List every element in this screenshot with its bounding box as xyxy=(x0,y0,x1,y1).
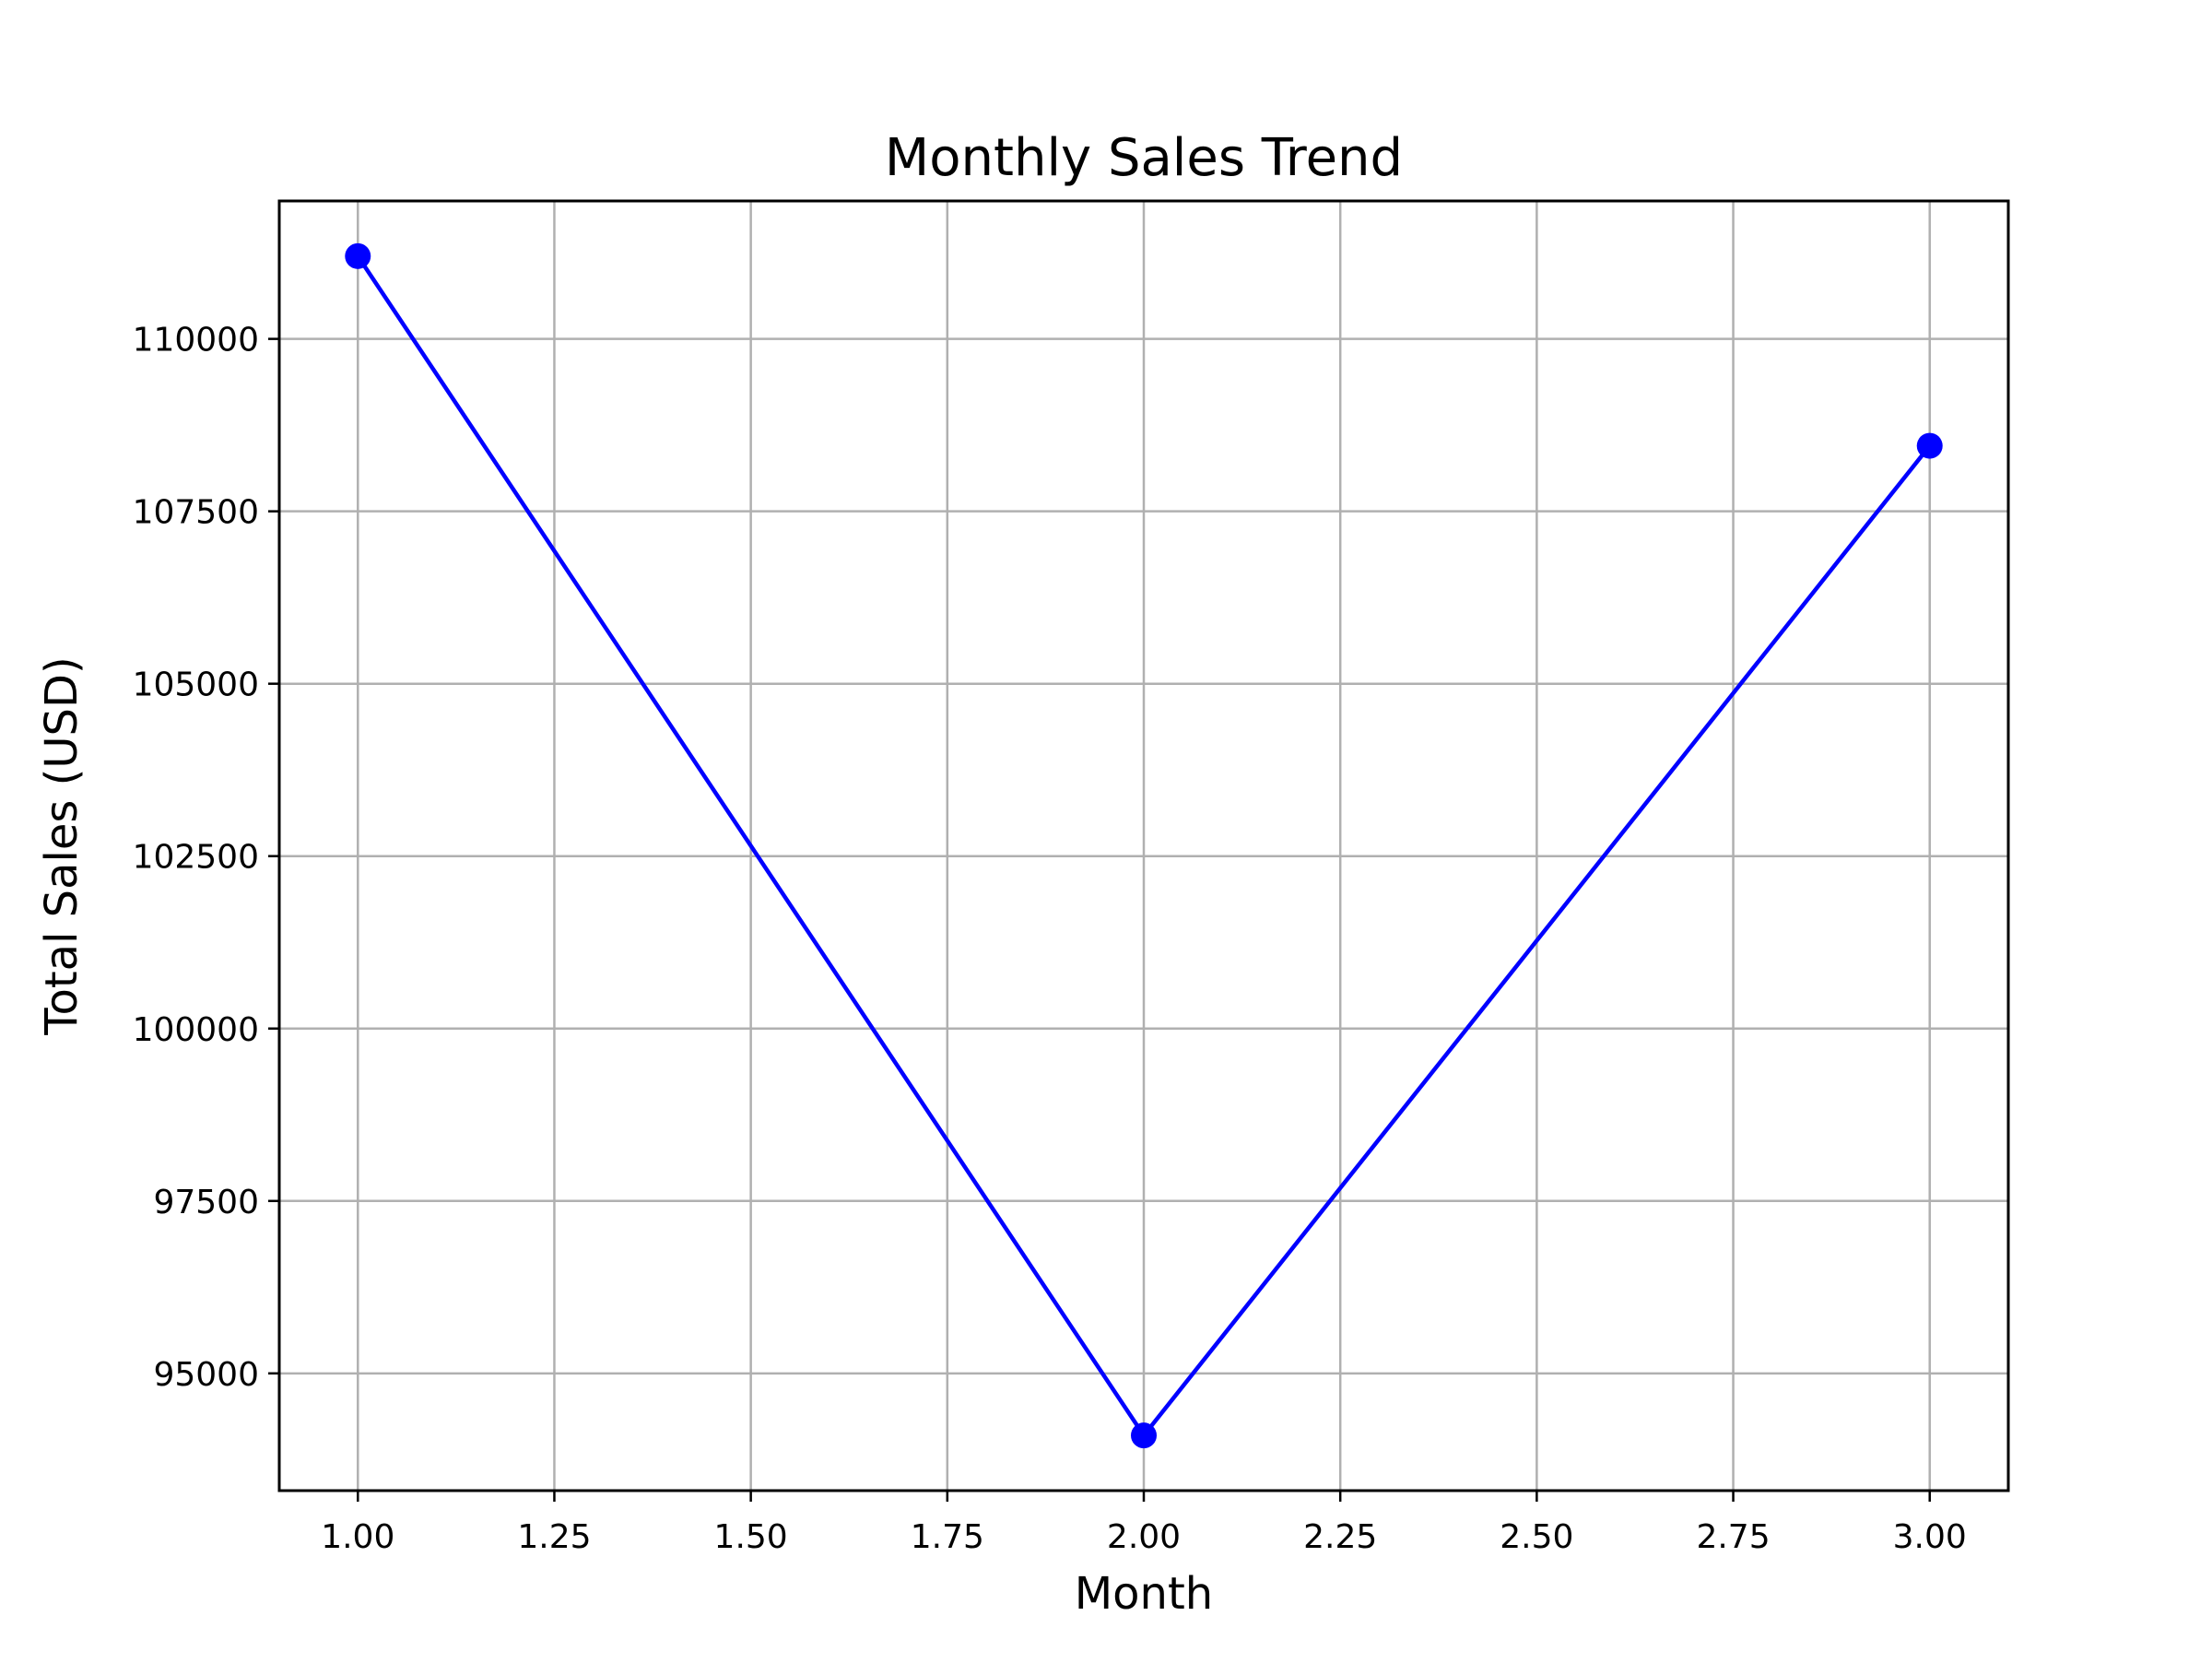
x-tick-label: 2.50 xyxy=(1500,1518,1573,1556)
y-axis-title: Total Sales (USD) xyxy=(36,656,88,1035)
x-tick-label: 1.25 xyxy=(517,1518,591,1556)
x-tick-label: 2.75 xyxy=(1696,1518,1770,1556)
x-tick-label: 2.00 xyxy=(1107,1518,1181,1556)
x-tick-label: 1.00 xyxy=(321,1518,394,1556)
x-tick-label: 3.00 xyxy=(1893,1518,1967,1556)
y-tick-label: 110000 xyxy=(133,322,259,360)
y-tick-label: 107500 xyxy=(133,494,259,532)
y-tick-label: 105000 xyxy=(133,666,259,704)
data-point-marker xyxy=(1916,432,1943,459)
y-tick-label: 100000 xyxy=(133,1011,259,1049)
y-tick-label: 102500 xyxy=(133,839,259,877)
y-tick-label: 95000 xyxy=(153,1356,259,1394)
axis-ticks: 1.00 1.25 1.50 1.75 2.00 2.25 2.50 2.75 3.00 9500… xyxy=(133,322,1967,1556)
data-point-marker xyxy=(345,242,371,269)
data-point-marker xyxy=(1131,1422,1157,1449)
grid xyxy=(279,201,2008,1491)
series-layer xyxy=(345,242,1943,1449)
y-tick-label: 97500 xyxy=(153,1184,259,1221)
x-axis-title: Month xyxy=(1075,1568,1213,1620)
x-tick-label: 2.25 xyxy=(1303,1518,1377,1556)
x-tick-label: 1.50 xyxy=(714,1518,788,1556)
chart-title: Monthly Sales Trend xyxy=(885,128,1403,188)
x-tick-label: 1.75 xyxy=(911,1518,984,1556)
